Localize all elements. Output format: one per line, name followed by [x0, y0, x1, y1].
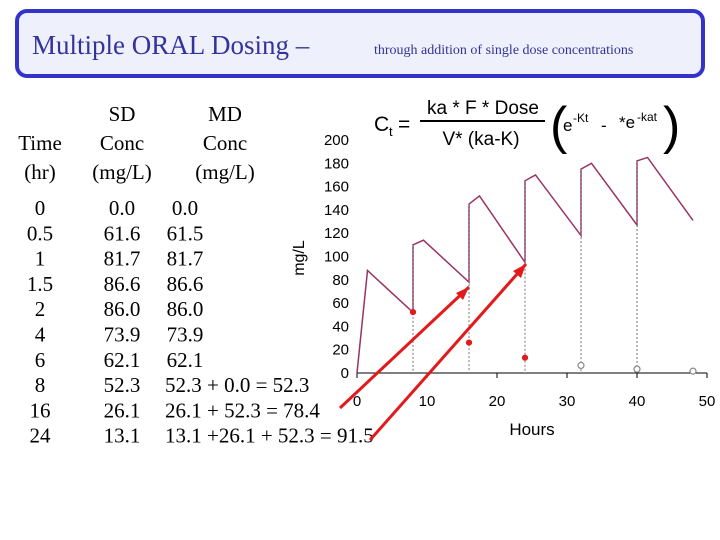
point [409, 308, 417, 316]
table-cell: 13.1 [104, 424, 141, 448]
table-cell: 13.1 +26.1 + 52.3 = 91.5 [165, 424, 374, 448]
arrow [338, 285, 471, 410]
table-cell: 62.1 [167, 348, 204, 372]
table-cell: 0 [35, 196, 46, 220]
point [577, 361, 585, 370]
table-cell: 0.5 [27, 221, 53, 245]
y-axis-label: mg/L [291, 240, 308, 276]
eq-term2: *e [619, 113, 635, 132]
eq-denominator: V* (ka-K) [442, 129, 519, 150]
eq-minus: - [601, 116, 607, 135]
table-cell: 52.3 [104, 373, 141, 397]
y-tick-label: 60 [332, 295, 349, 312]
x-axis-label: Hours [509, 420, 554, 439]
bracket-left: ( [550, 97, 568, 155]
bracket-right: ) [663, 97, 680, 155]
table-cell: 62.1 [104, 348, 141, 372]
table-header: (hr) [24, 160, 55, 184]
point [689, 367, 697, 375]
table-cell: 16 [30, 398, 51, 422]
point [633, 365, 641, 373]
subtitle: through addition of single dose concentr… [374, 43, 633, 58]
table-header: Conc [203, 131, 247, 155]
y-tick-label: 40 [332, 318, 349, 335]
table-cell: 61.5 [167, 221, 204, 245]
table-header: (mg/L) [195, 160, 254, 184]
eq-term2-exp: -kat [637, 110, 658, 124]
table-cell: 8 [35, 373, 46, 397]
x-tick-label: 0 [353, 393, 361, 410]
point [465, 339, 473, 346]
table-header: (mg/L) [92, 160, 151, 184]
eq-equals: = [398, 113, 410, 136]
table-cell: 86.0 [167, 297, 204, 321]
x-tick-label: 40 [629, 393, 646, 410]
equation: C t = ka * F * Dose V* (ka-K) ( ) e -Kt … [374, 97, 680, 155]
table-cell: 81.7 [104, 247, 141, 271]
table-cell: 0.0 [172, 196, 198, 220]
table-cell: 1.5 [27, 272, 53, 296]
table-cell: 1 [35, 247, 46, 271]
table-cell: 73.9 [104, 323, 141, 347]
y-tick-label: 100 [324, 249, 349, 266]
table-cell: 6 [35, 348, 46, 372]
eq-term1-exp: -Kt [573, 111, 589, 125]
arrow-head [456, 287, 469, 300]
table-cell: 2 [35, 297, 46, 321]
table-header: Conc [100, 131, 144, 155]
table-cell: 52.3 + 0.0 = 52.3 [165, 373, 309, 397]
x-tick-label: 10 [419, 393, 436, 410]
y-tick-label: 200 [324, 132, 349, 149]
point [521, 354, 529, 361]
arrow-head [513, 264, 526, 278]
eq-numerator: ka * F * Dose [427, 98, 539, 119]
x-tick-label: 30 [559, 393, 576, 410]
y-tick-label: 140 [324, 202, 349, 219]
table-cell: 26.1 [104, 398, 141, 422]
table-cell: 86.6 [104, 272, 141, 296]
y-tick-label: 180 [324, 155, 349, 172]
table-cell: 86.6 [167, 272, 204, 296]
table-cell: 73.9 [167, 323, 204, 347]
arrow [368, 263, 528, 441]
table-header: SD [109, 102, 136, 126]
table-cell: 81.7 [167, 247, 204, 271]
y-tick-label: 120 [324, 225, 349, 242]
y-tick-label: 80 [332, 272, 349, 289]
table-header: Time [18, 131, 62, 155]
eq-lhs: C [374, 113, 389, 136]
table-cell: 26.1 + 52.3 = 78.4 [165, 398, 320, 422]
title: Multiple ORAL Dosing – [32, 30, 310, 60]
x-tick-label: 20 [489, 393, 506, 410]
table-header: MD [208, 102, 242, 126]
title-box [15, 9, 705, 78]
table-cell: 86.0 [104, 297, 141, 321]
table-cell: 4 [35, 323, 46, 347]
chart: 0 10 20 30 40 50 0 20 40 60 80 100 120 140 160 180 200 Ho… [291, 132, 715, 439]
y-tick-label: 160 [324, 179, 349, 196]
table-cell: 24 [30, 424, 52, 448]
eq-term1: e [563, 116, 572, 135]
table-cell: 61.6 [104, 221, 141, 245]
y-tick-label: 20 [332, 342, 349, 359]
eq-lhs-sub: t [389, 124, 393, 139]
table: SD MD Time Conc Conc (hr) (mg/L) (mg/L) 0 0.0 0.0 0… [18, 102, 374, 448]
y-tick-label: 0 [341, 365, 349, 382]
table-cell: 0.0 [109, 196, 135, 220]
x-tick-label: 50 [699, 393, 716, 410]
